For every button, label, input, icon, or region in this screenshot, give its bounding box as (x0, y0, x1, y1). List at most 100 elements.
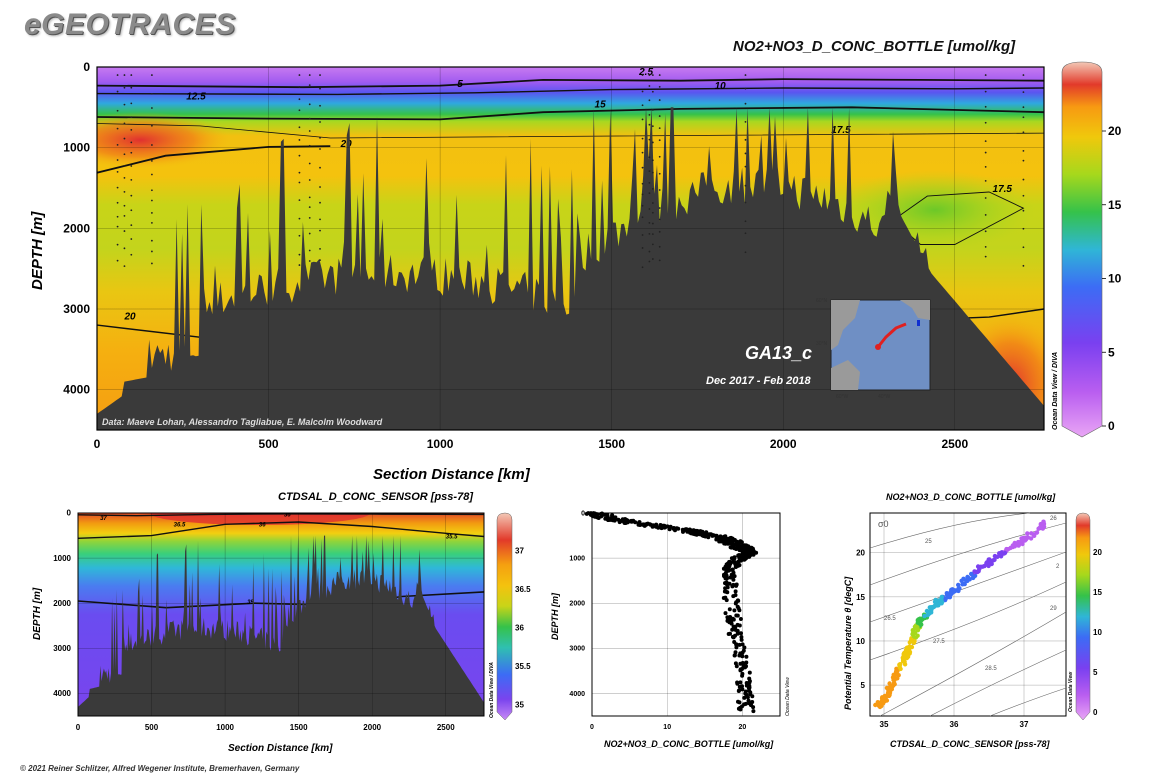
profile-point (734, 582, 739, 587)
salinity-colorbar-tick: 35.5 (515, 662, 531, 671)
sample-dot (641, 166, 644, 169)
sample-dot (298, 85, 301, 88)
sample-dot (651, 211, 654, 214)
y-tick-label: 1000 (53, 554, 71, 563)
profile-point (738, 651, 743, 656)
profile-point (740, 642, 745, 647)
ts-iso-label-25: 25 (925, 539, 932, 545)
sample-dot (648, 123, 651, 126)
contour-label: 7 (1044, 76, 1050, 87)
ts-plot-frame (869, 512, 1067, 717)
sample-dot (651, 109, 654, 111)
profile-x-label: NO2+NO3_D_CONC_BOTTLE [umol/kg] (604, 739, 774, 749)
sample-dot (648, 208, 651, 210)
y-tick-label: 4000 (63, 383, 90, 397)
sample-dot (641, 74, 644, 76)
sample-dot (123, 177, 126, 179)
profile-point (689, 531, 694, 536)
profile-point (739, 637, 744, 642)
sample-dot (984, 105, 987, 108)
sample-dot (744, 184, 747, 187)
sample-dot (123, 153, 126, 156)
sample-dot (150, 212, 153, 214)
ts-x-tick-label: 36 (950, 720, 959, 729)
profile-point (721, 539, 726, 543)
sample-dot (116, 225, 119, 228)
profile-point (724, 598, 729, 603)
sample-dot (648, 232, 651, 235)
sample-dot (641, 193, 644, 196)
europe-landmass (900, 300, 930, 320)
ts-point (912, 630, 918, 635)
sample-dot (150, 239, 153, 242)
y-tick-label: 0 (581, 510, 585, 517)
salinity-colorbar: 35 35.5 36 36.5 37 Ocean Data View / DIVA (489, 512, 531, 721)
profile-point (745, 695, 750, 700)
sample-dot (116, 201, 119, 204)
profile-x-ticks: 0 10 20 (590, 724, 746, 731)
sample-dot (984, 121, 987, 124)
ts-colorbar-tick: 15 (1093, 588, 1102, 597)
sample-dot (150, 250, 153, 253)
profile-point (731, 617, 736, 622)
ts-point (965, 574, 970, 580)
x-tick-label: 500 (145, 723, 159, 732)
profile-point (704, 533, 709, 538)
profile-point (739, 631, 743, 636)
sample-dot (150, 92, 153, 95)
sample-dot (123, 191, 126, 193)
sample-dot (308, 103, 311, 106)
contour-label: 17.5 (831, 125, 851, 136)
profile-point (742, 695, 747, 700)
profile-y-ticks: 0 1000 2000 3000 4000 (569, 510, 585, 697)
sample-dot (308, 217, 311, 219)
sample-dot (150, 160, 153, 162)
sample-dot (298, 181, 301, 184)
salinity-colorbar-tick: 36.5 (515, 585, 531, 594)
profile-point (650, 524, 655, 529)
contour-label: 20 (123, 311, 136, 322)
sample-dot (658, 189, 661, 191)
profile-point (718, 539, 722, 543)
profile-point (698, 529, 703, 534)
profile-point (731, 624, 736, 629)
sample-dot (648, 192, 651, 195)
ts-point (888, 685, 893, 690)
sample-dot (744, 74, 747, 76)
sample-dot (744, 102, 747, 105)
profile-point (742, 549, 747, 553)
sample-dot (744, 201, 747, 204)
sample-dot (648, 222, 651, 224)
sample-dot (648, 99, 651, 102)
salinity-y-label: DEPTH [m] (32, 587, 43, 640)
profile-point (600, 511, 604, 516)
profile-point (748, 552, 753, 557)
sample-dot (1022, 91, 1025, 94)
sample-dot (984, 74, 987, 76)
profile-point (728, 631, 732, 636)
sample-dot (150, 262, 153, 265)
main-y-label: DEPTH [m] (29, 211, 46, 290)
y-tick-label: 4000 (569, 691, 585, 698)
sample-dot (744, 87, 747, 90)
profile-point (637, 520, 642, 525)
main-y-ticks: 0 1000 2000 3000 4000 (63, 60, 90, 397)
cruise-track (876, 322, 907, 348)
profile-point (747, 670, 752, 675)
profile-point (722, 572, 726, 577)
sample-dot (641, 216, 644, 219)
sample-dot (298, 154, 301, 157)
main-colorbar-side-label: Ocean Data View / DIVA (1052, 352, 1059, 430)
sample-dot (984, 245, 987, 248)
sample-dot (641, 137, 644, 140)
sample-dot (658, 245, 661, 248)
sample-dot (130, 165, 133, 167)
contour-label: 17.5 (993, 184, 1013, 195)
sample-dot (116, 74, 119, 76)
sample-dot (658, 218, 661, 221)
profile-point (742, 645, 747, 650)
sample-dot (744, 232, 747, 235)
sample-dot (130, 86, 133, 89)
salinity-contour-label: 36 (284, 513, 291, 519)
salinity-gridlines (77, 512, 484, 716)
